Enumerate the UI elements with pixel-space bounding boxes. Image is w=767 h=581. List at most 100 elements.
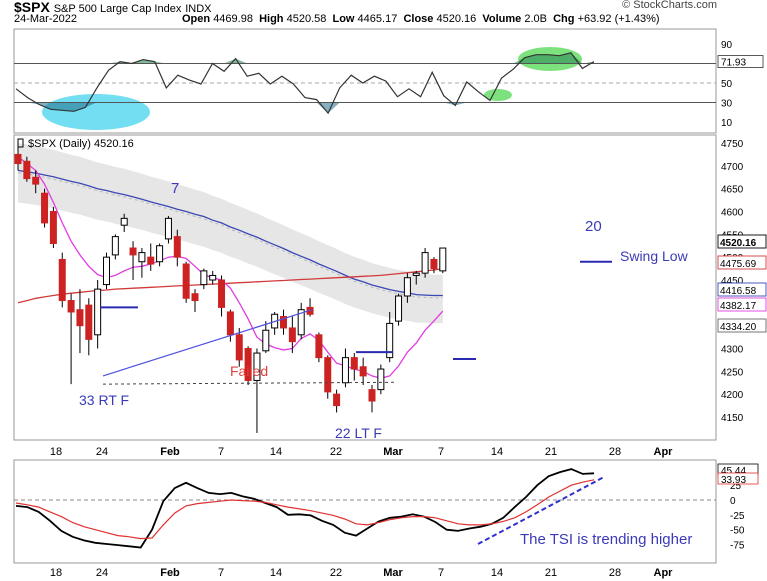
chg-value: +63.92 (+1.43%) [577,13,660,25]
candle-body [120,217,128,226]
price-x-tick-label: 7 [218,446,224,458]
candle-body [41,192,49,224]
tsi-x-tick-label: Apr [654,567,674,579]
annotation-failed: Failed [230,363,268,379]
rsi-tick-label: 30 [721,99,733,110]
candle-body [368,389,376,402]
candle-body [315,334,323,359]
tsi-series-line [15,479,595,540]
rsi-tick-label: 90 [721,40,733,51]
rsi-tick-label: 50 [721,79,733,90]
tsi-last-value-tag [717,472,759,485]
price-tick-label: 4150 [721,413,744,424]
price-last-value-label: 4382.17 [720,301,757,312]
candle-body [235,334,243,361]
candle-body [412,272,420,276]
annotation-7: 7 [171,180,179,197]
open-value: 4469.98 [213,13,253,25]
symbol-exchange: INDX [185,3,212,15]
price-tick-label: 4700 [721,162,744,173]
tsi-tick-label: 0 [730,496,736,507]
candle-body [244,348,252,381]
candle-body [32,176,40,185]
volume-value: 2.0B [524,13,547,25]
price-x-tick-label: Feb [160,446,180,458]
price-x-tick-label: 18 [50,446,62,458]
candle-body [421,252,429,274]
price-tick-label: 4750 [721,139,744,150]
candle-body [156,245,164,263]
candle-body [94,288,102,336]
close-label: Close [403,13,434,25]
price-band-midline [17,172,443,299]
tsi-last-value-label: 33.93 [721,475,746,486]
high-value: 4520.58 [286,13,327,25]
price-x-tick-label: 24 [96,446,108,458]
candle-body [14,153,22,165]
tsi-x-tick-label: 22 [330,567,342,579]
rsi-tick-label: 10 [721,118,733,129]
tsi-x-tick-label: 28 [609,567,621,579]
price-x-tick-label: 22 [330,446,342,458]
candle-body [173,236,181,258]
price-tick-label: 4450 [721,276,744,287]
candle-body [85,304,93,340]
tsi-x-tick-label: 14 [270,567,282,579]
price-overlay-line [17,156,444,379]
rsi-overbought-fill [16,52,594,64]
low-value: 4465.17 [357,13,398,25]
tsi-x-tick-label: 7 [218,567,224,579]
candle-body [386,322,394,359]
candle-body [288,327,296,343]
candle-body [209,274,217,281]
candle-body [359,366,367,377]
tsi-x-tick-label: Mar [383,567,403,579]
ohlc-readout: Open 4469.98 High 4520.58 Low 4465.17 Cl… [182,13,660,25]
candle-body [58,258,66,302]
symbol-description: S&P 500 Large Cap Index [53,3,182,15]
candle-body [297,309,305,336]
candle-body [111,236,119,256]
candle-body [262,329,270,352]
price-tick-label: 4200 [721,390,744,401]
candle-body [324,357,332,393]
annotation-20: 20 [585,218,602,235]
candle-body [218,279,226,308]
price-last-value-tag [717,282,767,297]
price-x-tick-label: 21 [545,446,557,458]
tsi-tick-label: -50 [730,526,745,537]
candle-body [164,217,172,240]
price-last-value-label: 4416.58 [720,286,757,297]
tsi-x-tick-label: 14 [491,567,503,579]
price-x-tick-label: 7 [438,446,444,458]
open-label: Open [182,13,211,25]
price-tick-label: 4600 [721,208,744,219]
high-label: High [259,13,284,25]
low-label: Low [332,13,355,25]
rsi-oversold-fill [16,102,594,114]
price-last-value-tag [717,255,767,270]
candle-body [191,293,199,302]
price-overlay-line [17,267,443,304]
candle-body [138,252,146,263]
price-tick-label: 4300 [721,345,744,356]
candle-body [182,263,190,299]
tsi-x-tick-label: 18 [50,567,62,579]
candle-body [341,357,349,384]
candle-body [333,393,341,407]
chart-symbol: $SPX S&P 500 Large Cap Index INDX [14,0,212,15]
tsi-tick-label: -75 [730,541,745,552]
price-panel-title: $SPX (Daily) 4520.16 [28,138,134,150]
rsi-last-value-label: 71.93 [721,58,746,69]
candle-body [377,368,385,391]
candle-legend-icon [17,138,24,148]
tsi-x-tick-label: Feb [160,567,180,579]
candle-body [23,160,31,180]
candle-body [350,357,358,370]
annotation-tsi-trend: The TSI is trending higher [520,531,692,548]
price-overlay-line [17,169,443,297]
price-last-value-tag [717,234,767,249]
chg-label: Chg [553,13,575,25]
rsi-last-value-tag [717,55,764,68]
